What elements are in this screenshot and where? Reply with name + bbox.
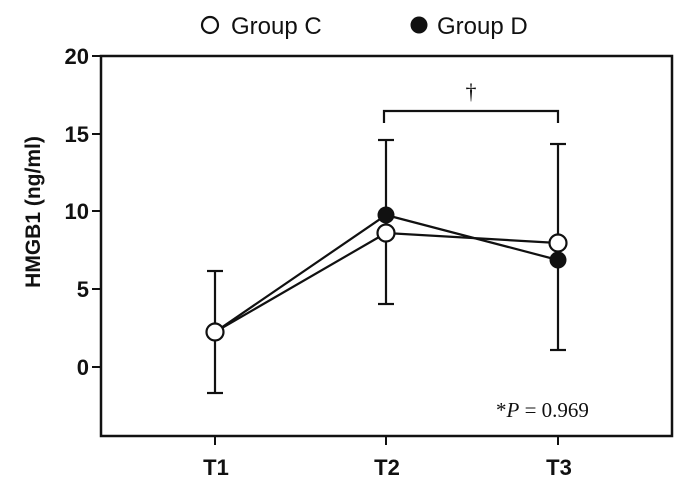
legend-filled-circle-icon xyxy=(410,16,428,34)
dagger-mark: † xyxy=(466,79,477,104)
significance-bracket xyxy=(382,109,560,123)
p-value-asterisk: * xyxy=(496,398,507,422)
markers-group-c xyxy=(205,223,568,342)
y-tick-0: 0 xyxy=(77,355,89,380)
x-tick-t1: T1 xyxy=(203,455,229,480)
legend: Group C Group D xyxy=(200,13,528,40)
x-axis xyxy=(214,436,559,445)
y-tick-10: 10 xyxy=(65,199,89,224)
error-bars xyxy=(207,138,566,395)
marker-c-t1 xyxy=(205,322,225,342)
x-tick-t3: T3 xyxy=(546,455,572,480)
legend-open-circle-icon xyxy=(200,15,220,35)
y-tick-5: 5 xyxy=(77,277,89,302)
y-axis-title: HMGB1 (ng/ml) xyxy=(22,136,45,288)
legend-label-group-c: Group C xyxy=(231,13,322,40)
y-axis xyxy=(92,55,101,368)
x-tick-labels: T1 T2 T3 xyxy=(203,455,572,480)
marker-d-t3 xyxy=(549,251,567,269)
p-value-annotation: *P = 0.969 xyxy=(496,398,589,422)
p-value-rest: = 0.969 xyxy=(519,398,589,422)
y-tick-labels: 20 15 10 5 0 xyxy=(65,44,89,380)
y-tick-15: 15 xyxy=(65,122,89,147)
x-tick-t2: T2 xyxy=(374,455,400,480)
marker-d-t2 xyxy=(377,206,395,224)
y-tick-20: 20 xyxy=(65,44,89,69)
legend-label-group-d: Group D xyxy=(437,13,528,40)
p-value-p: P xyxy=(506,398,520,422)
marker-c-t3 xyxy=(548,233,568,253)
marker-c-t2 xyxy=(376,223,396,243)
